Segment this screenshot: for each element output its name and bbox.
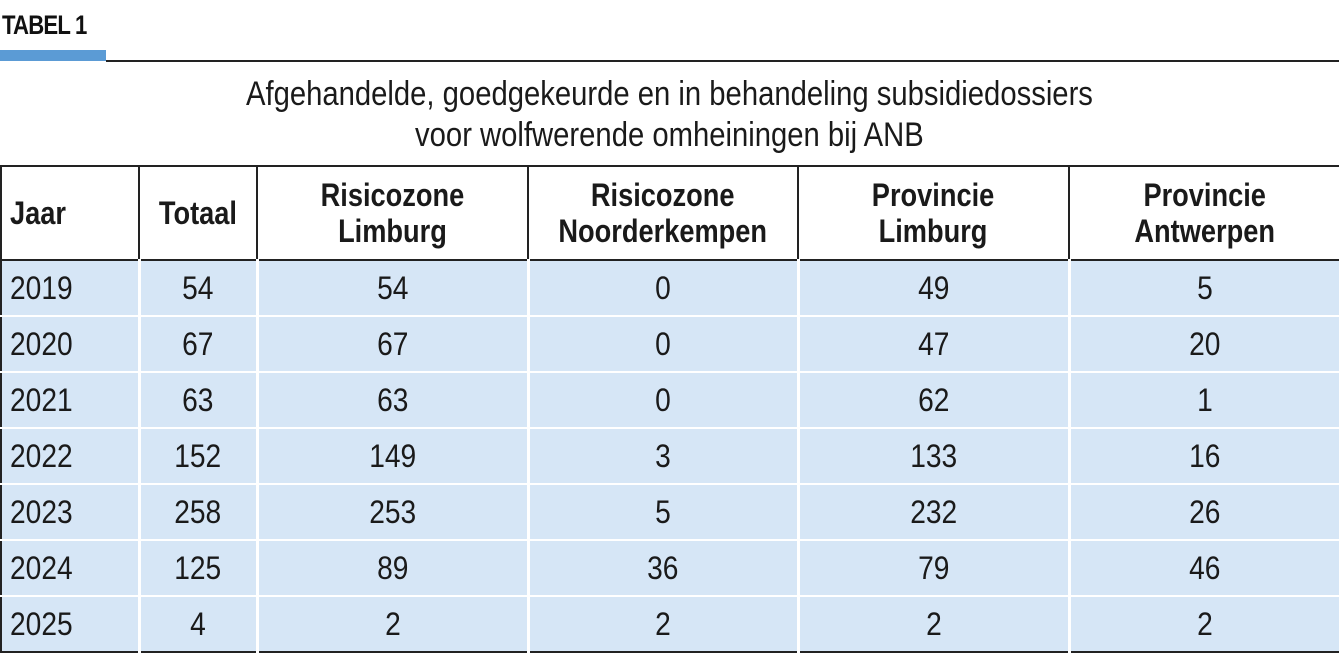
cell-provincie-limburg: 2: [796, 596, 1069, 653]
cell-jaar: 2021: [0, 372, 139, 429]
cell-risicozone-noorderkempen: 2: [526, 596, 798, 653]
cell-risicozone-noorderkempen: 36: [526, 540, 798, 597]
cell-provincie-limburg: 232: [796, 484, 1069, 541]
table-label: TABEL 1: [2, 10, 87, 40]
cell-risicozone-noorderkempen: 0: [526, 260, 798, 317]
header-totaal: Totaal: [138, 165, 257, 261]
accent-bar: [0, 50, 106, 61]
cell-risicozone-noorderkempen: 0: [526, 372, 798, 429]
cell-totaal: 4: [137, 596, 257, 653]
cell-totaal: 54: [137, 260, 257, 317]
header-row: Jaar Totaal Risicozone Limburg Risicozone…: [0, 165, 1339, 261]
table-row: 2019 54 54 0 49 5: [0, 260, 1339, 317]
cell-totaal: 63: [137, 372, 257, 429]
header-risicozone-limburg: Risicozone Limburg: [256, 165, 528, 261]
cell-jaar: 2022: [0, 428, 139, 485]
cell-jaar: 2023: [0, 484, 139, 541]
table-row: 2020 67 67 0 47 20: [0, 316, 1339, 373]
cell-provincie-antwerpen: 2: [1067, 596, 1339, 653]
cell-jaar: 2020: [0, 316, 139, 373]
table-row: 2021 63 63 0 62 1: [0, 372, 1339, 429]
cell-jaar: 2025: [0, 596, 139, 653]
cell-provincie-limburg: 133: [796, 428, 1069, 485]
cell-risicozone-limburg: 67: [255, 316, 528, 373]
cell-provincie-limburg: 79: [796, 540, 1069, 597]
cell-jaar: 2019: [0, 260, 139, 317]
cell-provincie-antwerpen: 16: [1067, 428, 1339, 485]
cell-provincie-limburg: 62: [796, 372, 1069, 429]
cell-jaar: 2024: [0, 540, 139, 597]
table-title: Afgehandelde, goedgekeurde en in behande…: [0, 74, 1339, 156]
title-line-1: Afgehandelde, goedgekeurde en in behande…: [246, 75, 1093, 113]
header-rule: [106, 60, 1339, 62]
cell-provincie-antwerpen: 26: [1067, 484, 1339, 541]
cell-provincie-antwerpen: 20: [1067, 316, 1339, 373]
cell-provincie-antwerpen: 5: [1067, 260, 1339, 317]
cell-risicozone-limburg: 2: [255, 596, 528, 653]
header-jaar: Jaar: [0, 165, 139, 261]
cell-totaal: 67: [137, 316, 257, 373]
cell-risicozone-limburg: 54: [255, 260, 528, 317]
cell-provincie-limburg: 49: [796, 260, 1069, 317]
cell-risicozone-noorderkempen: 0: [526, 316, 798, 373]
cell-risicozone-limburg: 149: [255, 428, 528, 485]
header-provincie-limburg: Provincie Limburg: [797, 165, 1069, 261]
cell-risicozone-limburg: 253: [255, 484, 528, 541]
cell-provincie-antwerpen: 46: [1067, 540, 1339, 597]
data-table: Jaar Totaal Risicozone Limburg Risicozone…: [0, 165, 1339, 653]
cell-totaal: 258: [137, 484, 257, 541]
cell-risicozone-noorderkempen: 3: [526, 428, 798, 485]
cell-totaal: 152: [137, 428, 257, 485]
header-risicozone-noorderkempen: Risicozone Noorderkempen: [527, 165, 798, 261]
header-provincie-antwerpen: Provincie Antwerpen: [1068, 165, 1339, 261]
table-row: 2024 125 89 36 79 46: [0, 540, 1339, 597]
cell-risicozone-limburg: 63: [255, 372, 528, 429]
cell-provincie-antwerpen: 1: [1067, 372, 1339, 429]
cell-risicozone-noorderkempen: 5: [526, 484, 798, 541]
table-row: 2025 4 2 2 2 2: [0, 596, 1339, 653]
cell-risicozone-limburg: 89: [255, 540, 528, 597]
table-row: 2023 258 253 5 232 26: [0, 484, 1339, 541]
table-row: 2022 152 149 3 133 16: [0, 428, 1339, 485]
cell-totaal: 125: [137, 540, 257, 597]
cell-provincie-limburg: 47: [796, 316, 1069, 373]
title-line-2: voor wolfwerende omheiningen bij ANB: [415, 116, 924, 154]
